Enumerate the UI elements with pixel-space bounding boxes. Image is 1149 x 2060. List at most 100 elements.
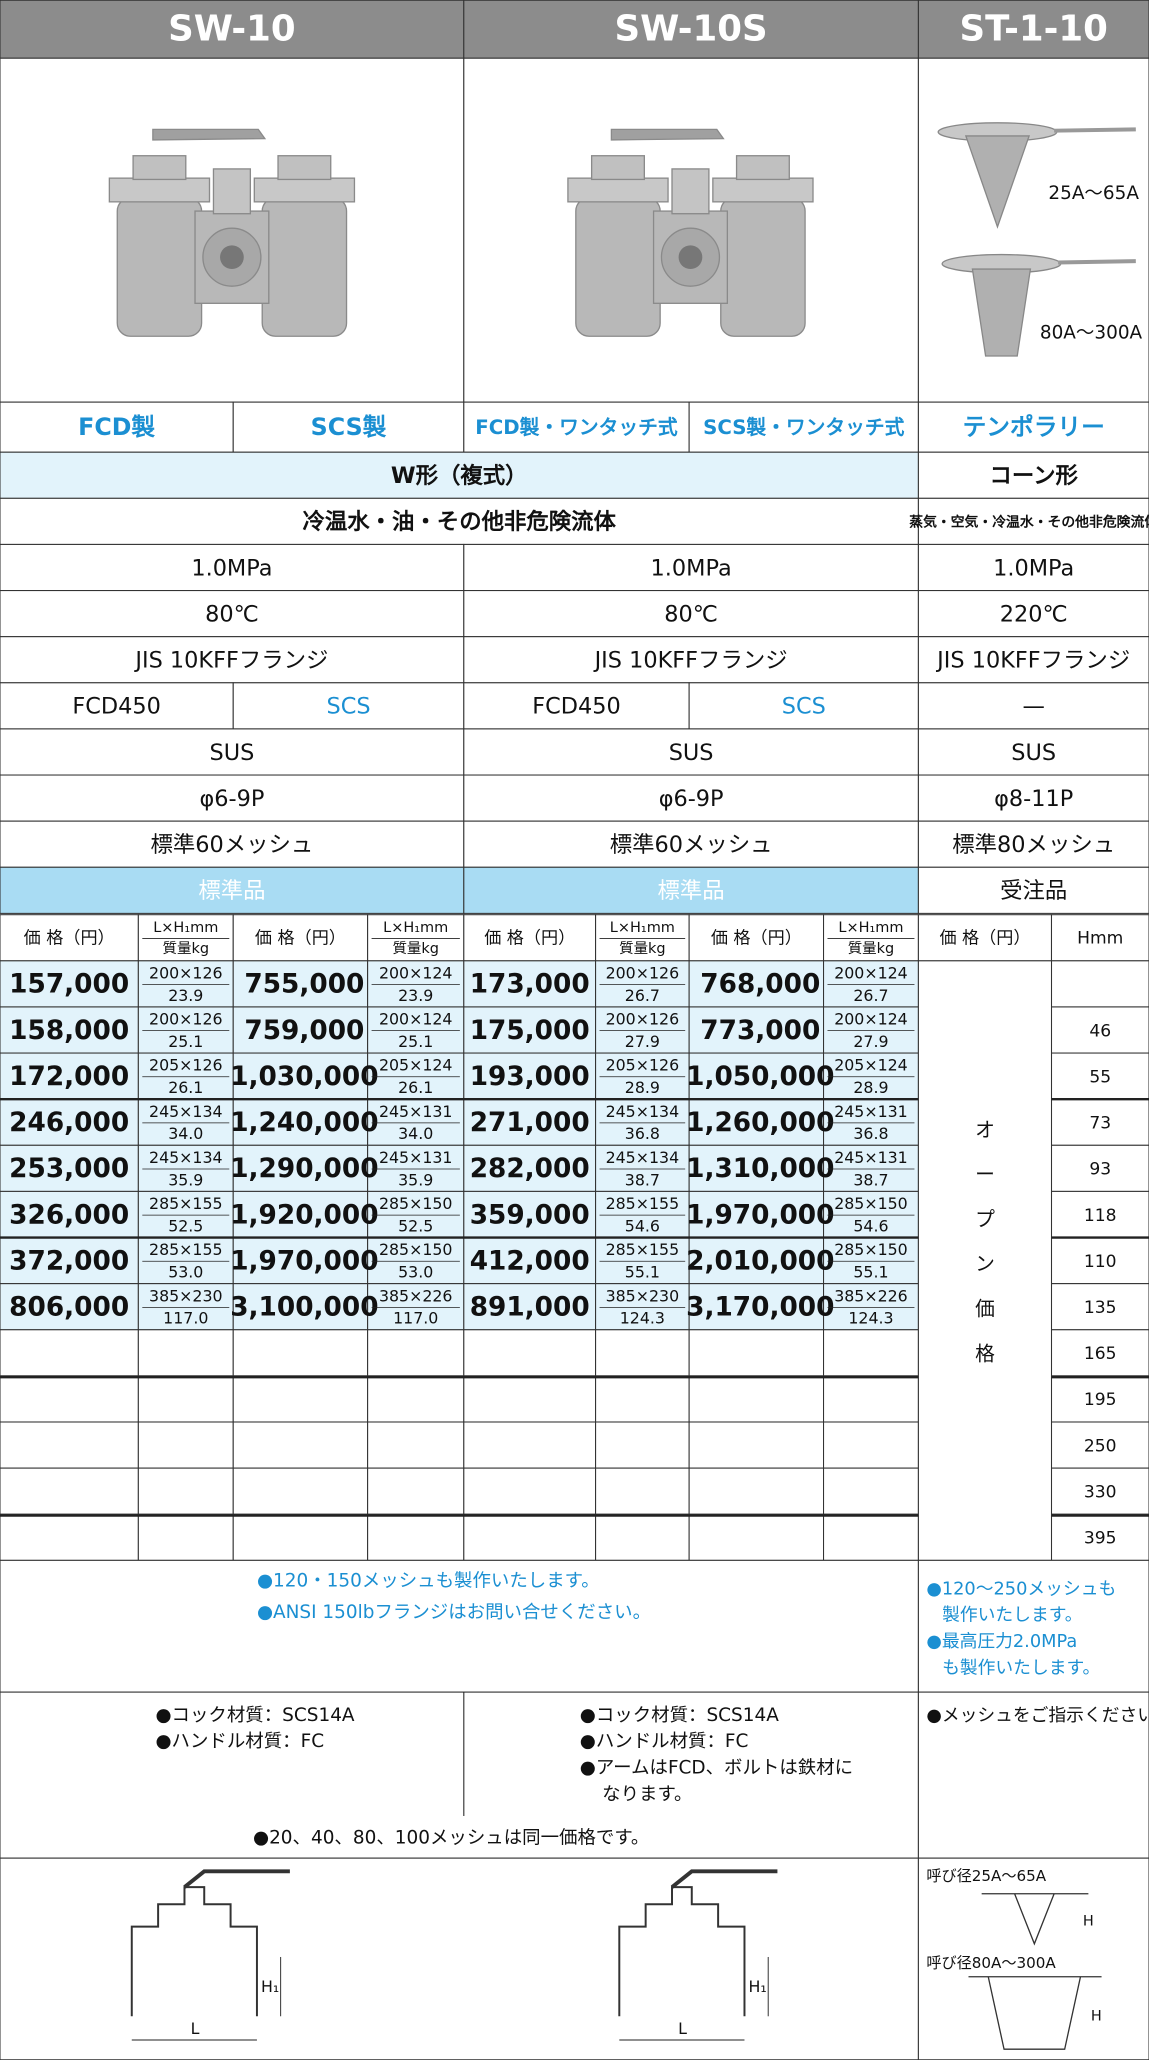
column-head [917,914,1053,962]
dimensions: 200×124 [834,1010,908,1029]
spec-text: SCS [782,694,826,720]
weight: 38.7 [853,1170,888,1189]
price: 173,000 [470,970,590,1000]
open-price-char: 価 [975,1298,995,1321]
cell [688,682,919,730]
note: ●コック材質：SCS14A [155,1705,354,1726]
cell [463,1052,597,1100]
cell [232,1052,369,1100]
cell [0,960,139,1008]
note: ●ハンドル材質：FC [580,1731,749,1752]
cell [917,451,1149,499]
cell [232,682,465,730]
cell [595,1283,690,1331]
dimensions: 245×131 [834,1102,908,1121]
cell [137,1006,234,1054]
cell [595,1375,690,1423]
price: 755,000 [244,970,364,1000]
cell [367,1144,465,1192]
cell [232,1098,369,1146]
dimensions: 205×126 [149,1056,223,1075]
cell [463,1283,597,1331]
column-head [0,914,139,962]
cell [917,728,1149,776]
cell [0,451,919,499]
cell [688,1329,825,1377]
cell [463,636,919,684]
dimensions: 245×134 [149,1102,223,1121]
cell [367,1375,465,1423]
spec-text: SUS [1011,740,1056,766]
price: 1,970,000 [230,1246,378,1276]
drawing [670,1869,778,1889]
photo-part [590,155,645,181]
cell [1050,1190,1149,1239]
cell [367,1467,465,1515]
photo-part [964,135,1031,229]
weight: 52.5 [168,1216,203,1235]
note: ●120・150メッシュも製作いたします。 [257,1570,600,1591]
weight: 35.9 [168,1170,203,1189]
cell [137,1052,234,1100]
h-value: 165 [1084,1344,1117,1364]
cell [0,1513,139,1561]
note: なります。 [602,1784,692,1805]
cell [1050,1006,1149,1054]
price: 172,000 [9,1062,129,1092]
cell [0,1467,139,1515]
price: 158,000 [9,1016,129,1046]
cell [0,820,465,868]
cell [137,1421,234,1469]
cell [0,1329,139,1377]
column-label: 価 格（円） [939,928,1030,948]
cell [823,1283,919,1331]
drawing [618,1886,746,2017]
weight: 23.9 [398,986,433,1005]
h-value: 330 [1084,1482,1117,1502]
spec-text: 蒸気・空気・冷温水・その他非危険流体 [909,514,1149,531]
column-label: 価 格（円） [255,928,346,948]
price: 271,000 [470,1108,590,1138]
spec-text: W形（複式） [391,462,528,489]
h-value: 73 [1089,1114,1111,1134]
spec-text: SCS [326,694,370,720]
note: ●ANSI 150lbフランジはお問い合せください。 [257,1602,651,1623]
cell [917,590,1149,638]
price: 1,030,000 [230,1062,378,1092]
cell [232,401,465,453]
drawing [183,1869,290,1889]
photo-part [575,197,661,337]
cell [823,1144,919,1192]
h-value: 118 [1084,1206,1117,1226]
cell [137,960,234,1008]
dimensions: 285×155 [149,1194,223,1213]
notes-cell [917,1691,1149,1859]
cell [595,1329,690,1377]
photo-part [1054,127,1136,133]
spec-text: コーン形 [989,463,1078,489]
weight: 28.9 [625,1078,660,1097]
spec-text: 冷温水・油・その他非危険流体 [302,508,616,535]
dimensions: 245×131 [379,1102,453,1121]
price: 193,000 [470,1062,590,1092]
note: ●アームはFCD、ボルトは鉄材に [580,1758,853,1779]
price: 1,050,000 [686,1062,834,1092]
column-label: 質量kg [163,939,210,957]
size-label: 25A～65A [1048,183,1139,204]
price: 412,000 [470,1246,590,1276]
column-label: 質量kg [392,939,439,957]
note: ●コック材質：SCS14A [580,1705,779,1726]
weight: 25.1 [168,1032,203,1051]
cell [823,1329,919,1377]
spec-text: FCD450 [532,694,621,720]
column-label: Hmm [1077,928,1123,948]
dimensions: 245×134 [606,1102,680,1121]
cell [463,774,919,822]
h-value: 110 [1084,1252,1117,1272]
cell [137,1513,234,1561]
photo-part [720,197,806,337]
note: ●120～250メッシュも [926,1578,1116,1599]
note: ●最高圧力2.0MPa [926,1631,1077,1652]
cell [232,1190,369,1239]
price: 1,970,000 [686,1200,834,1230]
